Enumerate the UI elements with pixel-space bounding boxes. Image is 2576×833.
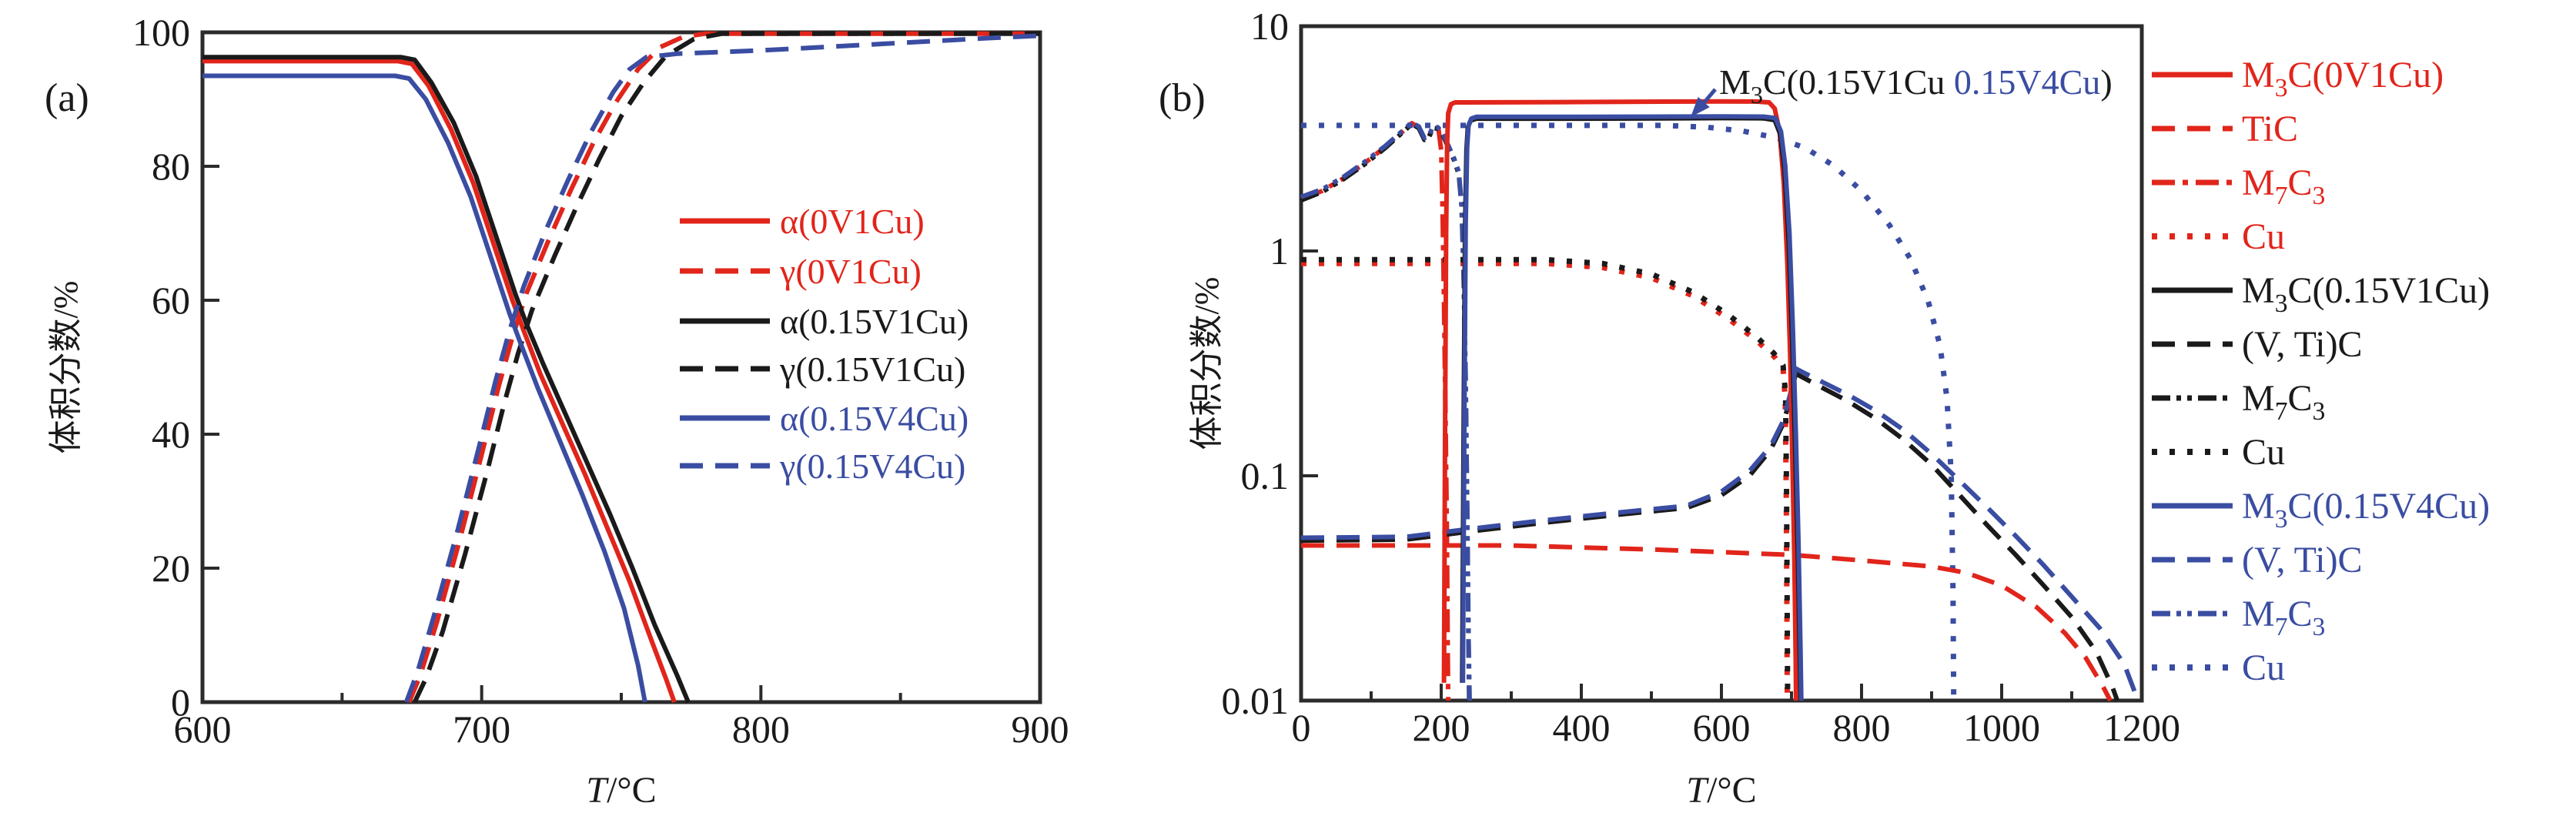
legend-label-Cu-015V1Cu: Cu (2242, 432, 2285, 473)
panel-b-y-tick-label: 0.01 (1222, 679, 1290, 722)
legend-item-alpha-0V1Cu: α(0V1Cu) (680, 202, 925, 241)
panel-a-x-tick-label: 700 (453, 708, 510, 751)
legend-label-Cu-0V1Cu: Cu (2242, 216, 2285, 257)
legend-item-alpha-015V1Cu: α(0.15V1Cu) (680, 302, 969, 341)
legend-label-M7C3-0V1Cu: M7C3 (2242, 162, 2325, 210)
series-M3C-0V1Cu (1441, 99, 1798, 701)
series-VTiC-015V4Cu (1300, 366, 2139, 697)
panel-b-y-tick-label: 10 (1250, 5, 1289, 48)
panel-a-y-tick-label: 80 (152, 145, 190, 188)
panel-a-x-tick-label: 800 (732, 708, 790, 751)
legend-item-M7C3-015V1Cu: M7C3 (2152, 378, 2325, 426)
annotation-arrowhead-icon (1691, 96, 1710, 117)
panel-a-label: (a) (45, 76, 89, 120)
panel-b-x-tick-label: 600 (1693, 706, 1751, 749)
legend-item-Cu-015V4Cu: Cu (2152, 647, 2285, 688)
panel-a-x-tick-label: 900 (1012, 708, 1069, 751)
series-alpha-015V4Cu (202, 73, 647, 703)
series-M3C-015V1Cu (1460, 115, 1803, 701)
series-gamma-015V1Cu (412, 31, 1040, 704)
panel-a: α(0V1Cu) γ(0V1Cu) α(0.15V1Cu) γ(0.15V1Cu) α(… (200, 30, 1042, 704)
legend-item-M3C-015V4Cu: M3C(0.15V4Cu) (2152, 486, 2490, 534)
legend-label-M3C-015V1Cu: M3C(0.15V1Cu) (2242, 270, 2490, 318)
panel-b-label: (b) (1159, 76, 1206, 120)
legend-label-VTiC-015V4Cu: (V, Ti)C (2242, 540, 2363, 580)
series-Cu-015V1Cu (1301, 256, 1791, 701)
panel-a-y-tick-label: 20 (152, 547, 190, 590)
panel-a-y-tick-label: 100 (132, 11, 190, 54)
panel-b-y-axis-title: 体积分数/% (1188, 277, 1226, 450)
legend-label-alpha-015V1Cu: α(0.15V1Cu) (780, 302, 969, 341)
legend-label-VTiC-015V1Cu: (V, Ti)C (2242, 324, 2363, 365)
series-VTiC-015V1Cu (1300, 371, 2120, 702)
legend-label-TiC-0V1Cu: TiC (2242, 109, 2298, 149)
legend-item-VTiC-015V4Cu: (V, Ti)C (2152, 540, 2363, 580)
panel-a-y-axis-title: 体积分数/% (47, 281, 85, 454)
series-gamma-015V4Cu (403, 33, 1041, 704)
series-alpha-0V1Cu (202, 59, 677, 704)
legend-label-gamma-015V1Cu: γ(0.15V1Cu) (779, 350, 965, 389)
series-alpha-015V1Cu (202, 55, 691, 704)
series-gamma-0V1Cu (406, 31, 1040, 704)
legend-label-Cu-015V4Cu: Cu (2242, 647, 2285, 688)
legend-label-alpha-0V1Cu: α(0V1Cu) (780, 202, 925, 241)
legend-item-M7C3-015V4Cu: M7C3 (2152, 594, 2325, 641)
series-TiC-0V1Cu (1301, 543, 2113, 702)
series-M3C-015V4Cu (1460, 114, 1804, 701)
panel-b-y-tick-label: 1 (1270, 229, 1289, 273)
legend-item-gamma-0V1Cu: γ(0V1Cu) (680, 252, 922, 291)
legend-item-gamma-015V1Cu: γ(0.15V1Cu) (680, 350, 965, 389)
legend-item-TiC-0V1Cu: TiC (2152, 109, 2298, 149)
legend-label-M7C3-015V4Cu: M7C3 (2242, 594, 2325, 641)
panel-b-x-tick-label: 1000 (1963, 706, 2040, 749)
panel-b: M3C(0V1Cu) TiC M7C3 Cu M3C(0.15V1Cu) (V, Ti)C… (1299, 24, 2490, 703)
panel-b-x-tick-label: 200 (1413, 706, 1470, 749)
legend-label-gamma-0V1Cu: γ(0V1Cu) (779, 252, 922, 291)
annotation-m3c-label: M3C(0.15V1Cu 0.15V4Cu) (1719, 62, 2113, 109)
legend-item-Cu-015V1Cu: Cu (2152, 432, 2285, 473)
legend-item-VTiC-015V1Cu: (V, Ti)C (2152, 324, 2363, 365)
legend-label-M3C-0V1Cu: M3C(0V1Cu) (2242, 55, 2444, 102)
legend-item-gamma-015V4Cu: γ(0.15V4Cu) (680, 447, 965, 486)
series-Cu-015V4Cu (1301, 122, 1957, 701)
panel-b-x-tick-label: 1200 (2103, 706, 2180, 749)
panel-b-x-tick-label: 400 (1553, 706, 1611, 749)
legend-label-M3C-015V4Cu: M3C(0.15V4Cu) (2242, 486, 2490, 534)
legend-label-alpha-015V4Cu: α(0.15V4Cu) (780, 399, 969, 438)
legend-label-gamma-015V4Cu: γ(0.15V4Cu) (779, 447, 965, 486)
panel-b-y-tick-label: 0.1 (1241, 454, 1290, 497)
legend-item-M3C-015V1Cu: M3C(0.15V1Cu) (2152, 270, 2490, 318)
legend-item-M7C3-0V1Cu: M7C3 (2152, 162, 2325, 210)
panel-b-x-axis-title: T/°C (1686, 770, 1756, 811)
panel-a-y-tick-label: 60 (152, 279, 190, 322)
panel-a-y-tick-label: 40 (152, 413, 190, 456)
legend-label-M7C3-015V1Cu: M7C3 (2242, 378, 2325, 426)
series-M7C3-0V1Cu (1300, 121, 1451, 701)
legend-item-Cu-0V1Cu: Cu (2152, 216, 2285, 257)
legend-item-alpha-015V4Cu: α(0.15V4Cu) (680, 399, 969, 438)
series-Cu-0V1Cu (1301, 260, 1790, 701)
panel-a-x-axis-title: T/°C (586, 770, 656, 811)
panel-b-x-tick-label: 0 (1292, 706, 1311, 749)
panel-a-y-tick-label: 0 (171, 681, 190, 724)
panel-a-x-tick-label: 600 (174, 708, 232, 751)
panel-b-x-tick-label: 800 (1833, 706, 1891, 749)
legend-item-M3C-0V1Cu: M3C(0V1Cu) (2152, 55, 2444, 102)
